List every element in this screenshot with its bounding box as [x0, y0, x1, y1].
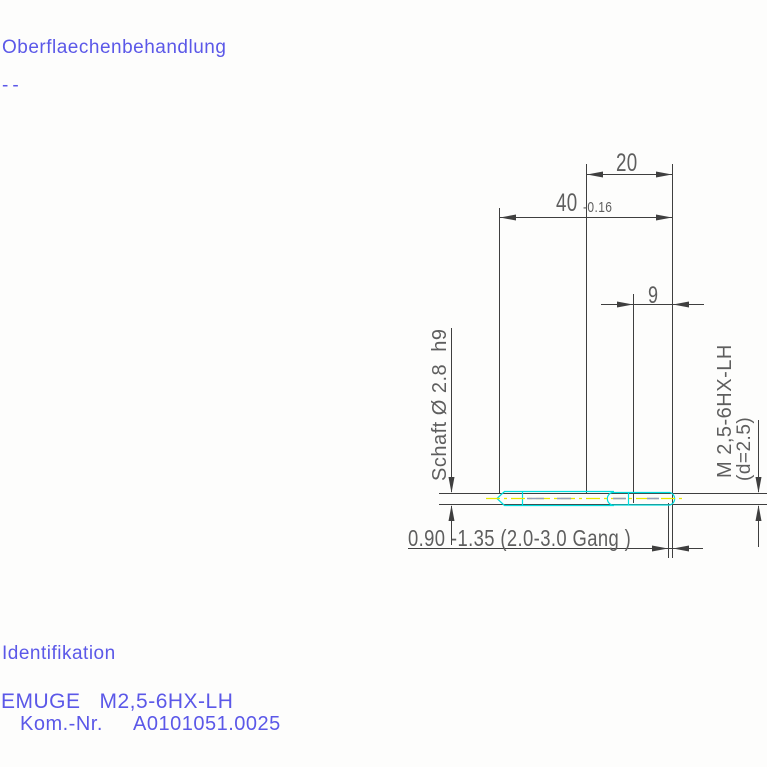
arrow-chamfer-left: [652, 545, 668, 552]
arrow-shank-dia-top: [448, 477, 455, 493]
dim-text-chamfer: 0.90 -1.35 (2.0-3.0 Gang ): [408, 525, 632, 551]
dim-text-40: 40: [556, 189, 578, 217]
arrow-thread-dia-top: [755, 477, 762, 493]
arrow-20-right: [656, 171, 672, 178]
kom-nr-value: A0101051.0025: [133, 713, 281, 735]
surface-treatment-value: --: [2, 75, 23, 96]
arrow-shank-dia-bottom: [448, 505, 455, 521]
arrow-20-left: [587, 171, 603, 178]
arrow-9-left: [617, 301, 633, 308]
dimension-arrowheads: [448, 171, 762, 552]
shank-diameter-label: Schaft Ø 2.8 h9: [429, 328, 451, 481]
arrow-40-right: [656, 214, 672, 221]
arrow-chamfer-right: [673, 545, 689, 552]
dim-text-9: 9: [648, 282, 659, 309]
arrow-thread-dia-bottom: [755, 505, 762, 521]
arrow-40-left: [500, 214, 516, 221]
identification-label: Identifikation: [2, 643, 116, 664]
tool-shank: [496, 490, 614, 507]
dim-text-40-tolerance: -0.16: [583, 199, 613, 216]
surface-treatment-label: Oberflaechenbehandlung: [2, 37, 227, 58]
arrow-9-right: [673, 301, 689, 308]
tool-designation: EMUGE M2,5-6HX-LH: [1, 690, 234, 713]
dim-text-20: 20: [616, 149, 638, 177]
tool-thread-section: [606, 491, 676, 506]
kom-nr-label: Kom.-Nr.: [20, 713, 103, 735]
thread-diameter-label: (d=2.5): [734, 416, 755, 481]
